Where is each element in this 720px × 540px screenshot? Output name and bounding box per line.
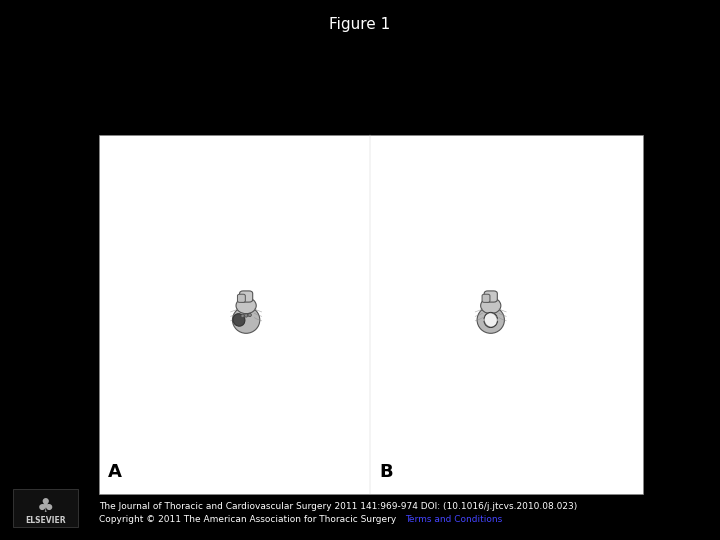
Ellipse shape [481, 298, 501, 314]
Ellipse shape [233, 314, 245, 326]
Text: A: A [108, 463, 122, 481]
Ellipse shape [484, 313, 498, 327]
Ellipse shape [245, 314, 248, 317]
FancyBboxPatch shape [484, 291, 498, 302]
Text: ELSEVIER: ELSEVIER [25, 516, 66, 525]
Ellipse shape [236, 298, 256, 314]
Text: Terms and Conditions: Terms and Conditions [405, 515, 503, 524]
Text: The Journal of Thoracic and Cardiovascular Surgery 2011 141:969-974 DOI: (10.101: The Journal of Thoracic and Cardiovascul… [99, 502, 577, 511]
FancyBboxPatch shape [482, 294, 490, 302]
FancyBboxPatch shape [238, 294, 246, 302]
Ellipse shape [241, 314, 244, 318]
FancyBboxPatch shape [99, 135, 643, 494]
Ellipse shape [477, 307, 505, 333]
Text: Figure 1: Figure 1 [329, 17, 391, 32]
Ellipse shape [248, 313, 251, 316]
Text: ♣: ♣ [37, 497, 54, 516]
Ellipse shape [233, 307, 260, 333]
FancyBboxPatch shape [240, 291, 253, 302]
Text: Copyright © 2011 The American Association for Thoracic Surgery: Copyright © 2011 The American Associatio… [99, 515, 400, 524]
Text: B: B [380, 463, 393, 481]
FancyBboxPatch shape [13, 489, 78, 526]
